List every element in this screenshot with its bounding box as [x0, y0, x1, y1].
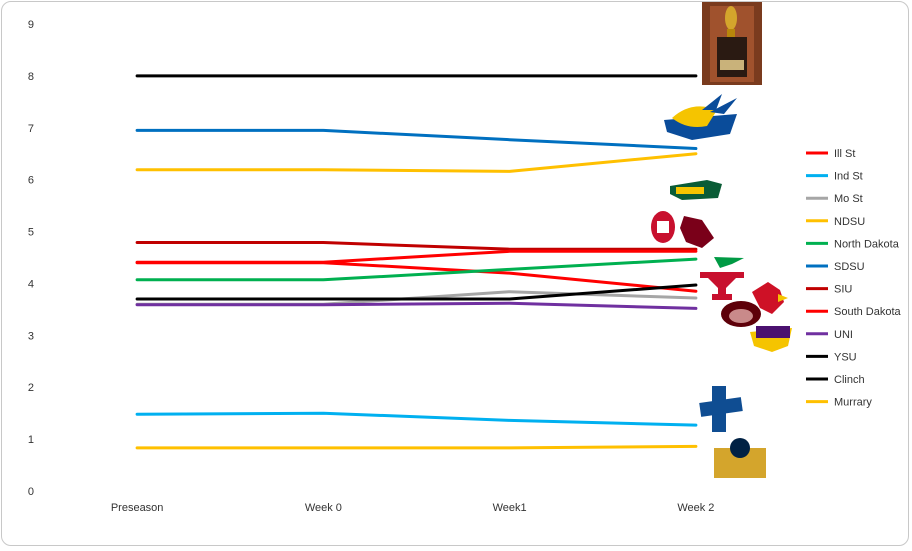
y-tick-label: 4	[28, 278, 34, 290]
legend-label: SIU	[834, 284, 852, 296]
ysu-y	[700, 272, 744, 300]
y-tick-label: 3	[28, 330, 34, 342]
x-tick-label: Week 0	[305, 502, 342, 514]
x-tick-label: Week1	[493, 502, 527, 514]
series-line-ysu	[135, 283, 698, 301]
ill-st-logo	[752, 282, 788, 314]
y-tick-label: 7	[28, 123, 34, 135]
trophy-cup	[725, 6, 737, 30]
series-line-north-dakota	[135, 257, 698, 282]
legend-label: UNI	[834, 329, 853, 341]
redbird-beak	[778, 294, 788, 302]
ndsu-stripe	[676, 187, 704, 194]
coyote-mark	[657, 221, 669, 233]
uni-bar	[756, 326, 790, 338]
ysu-logo	[700, 272, 744, 300]
legend-label: NDSU	[834, 216, 865, 228]
uni-logo	[750, 326, 792, 352]
sdsu-logo	[664, 94, 737, 140]
series-line-ind-st	[135, 411, 698, 427]
trophy-base	[717, 37, 747, 77]
trophy-stem	[727, 29, 735, 37]
legend-label: Ind St	[834, 171, 863, 183]
legend-label: South Dakota	[834, 306, 902, 318]
series-line-uni	[135, 301, 698, 310]
series-line-murrary	[135, 444, 698, 450]
ndsu-logo	[670, 180, 722, 200]
hawk-shape	[714, 257, 744, 268]
north-dakota-logo	[714, 257, 744, 268]
jackrabbit-shape	[672, 106, 717, 127]
series-line-south-dakota	[135, 249, 698, 264]
ind-st-logo	[699, 386, 743, 432]
redbird-head	[752, 282, 784, 314]
legend-label: North Dakota	[834, 238, 900, 250]
series-line-ndsu	[135, 152, 698, 173]
siu-logo	[680, 216, 714, 248]
y-tick-label: 0	[28, 486, 34, 498]
trophy-plaque	[720, 60, 744, 70]
legend-label: Ill St	[834, 148, 855, 160]
y-tick-label: 5	[28, 227, 34, 239]
legend-label: Murrary	[834, 397, 872, 409]
legend-label: Mo St	[834, 193, 863, 205]
y-tick-label: 9	[28, 19, 34, 31]
legend-label: YSU	[834, 351, 857, 363]
sycamores-banner	[699, 397, 743, 417]
jackrabbit-ears	[702, 94, 737, 114]
series-line-sdsu	[135, 128, 698, 150]
south-dakota-logo	[651, 211, 675, 243]
x-tick-label: Preseason	[111, 502, 164, 514]
saluki-head	[680, 216, 714, 248]
series-line-ill-st	[135, 261, 698, 293]
series-line-siu	[135, 241, 698, 251]
x-tick-label: Week 2	[677, 502, 714, 514]
murray-logo	[714, 438, 766, 478]
racer-head	[730, 438, 750, 458]
trophy-image	[702, 2, 762, 85]
mo-st-logo	[721, 301, 761, 327]
legend-label: Clinch	[834, 374, 865, 386]
y-tick-label: 6	[28, 175, 34, 187]
y-tick-label: 1	[28, 434, 34, 446]
y-tick-label: 2	[28, 382, 34, 394]
y-tick-label: 8	[28, 71, 34, 83]
bear-muzzle	[729, 309, 753, 323]
legend-label: SDSU	[834, 261, 865, 273]
